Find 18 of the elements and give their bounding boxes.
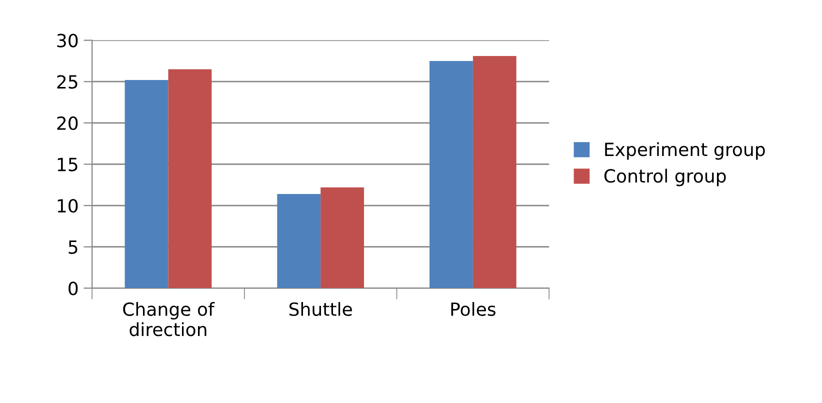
bar bbox=[430, 60, 473, 288]
x-tick-label: Shuttle bbox=[289, 302, 352, 316]
y-tick-label: 5 bbox=[68, 240, 78, 254]
legend-label: Control group bbox=[604, 168, 726, 186]
bar bbox=[277, 194, 321, 288]
bar bbox=[472, 56, 516, 288]
x-tick-label: Change of direction bbox=[123, 302, 215, 336]
y-tick-label: 0 bbox=[68, 282, 78, 296]
y-tick-label: 30 bbox=[57, 34, 78, 48]
y-tick-label: 15 bbox=[58, 158, 78, 172]
x-tick-label: Poles bbox=[451, 302, 496, 316]
y-tick-label: 25 bbox=[57, 75, 78, 89]
y-tick-label: 10 bbox=[58, 198, 78, 213]
bar bbox=[168, 69, 212, 288]
bar bbox=[320, 187, 364, 288]
bar bbox=[124, 80, 168, 288]
legend-label: Experiment group bbox=[605, 142, 765, 160]
y-tick-label: 20 bbox=[57, 116, 78, 130]
